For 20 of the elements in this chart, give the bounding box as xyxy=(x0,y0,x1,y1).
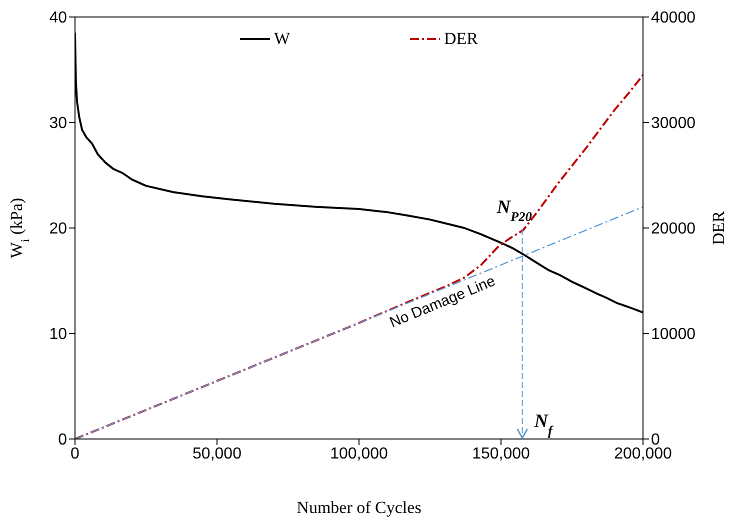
legend-label: W xyxy=(274,29,290,49)
y-tick-label: 20 xyxy=(49,220,68,238)
x-tick-label: 50,000 xyxy=(192,445,242,462)
x-axis-title: Number of Cycles xyxy=(296,498,422,517)
y-tick-label: 30 xyxy=(49,115,68,132)
legend-label: DER xyxy=(444,29,478,49)
y2-tick-label: 30000 xyxy=(651,115,696,132)
y-tick-label: 10 xyxy=(49,326,68,344)
annotation: N$_{P20}$ xyxy=(496,197,532,224)
ref-line-label: N$_{f}$ xyxy=(533,411,554,438)
x-tick-label: 200,000 xyxy=(614,445,672,462)
y2-axis-title: DER xyxy=(709,210,728,245)
y-tick-label: 40 xyxy=(49,10,68,27)
y2-tick-label: 10000 xyxy=(651,326,696,344)
y-tick-label: 0 xyxy=(58,432,68,449)
y2-tick-label: 40000 xyxy=(651,10,696,27)
x-tick-label: 0 xyxy=(70,445,80,462)
y2-tick-label: 20000 xyxy=(651,220,696,238)
x-tick-label: 150,000 xyxy=(472,445,530,462)
x-tick-label: 100,000 xyxy=(330,445,388,462)
